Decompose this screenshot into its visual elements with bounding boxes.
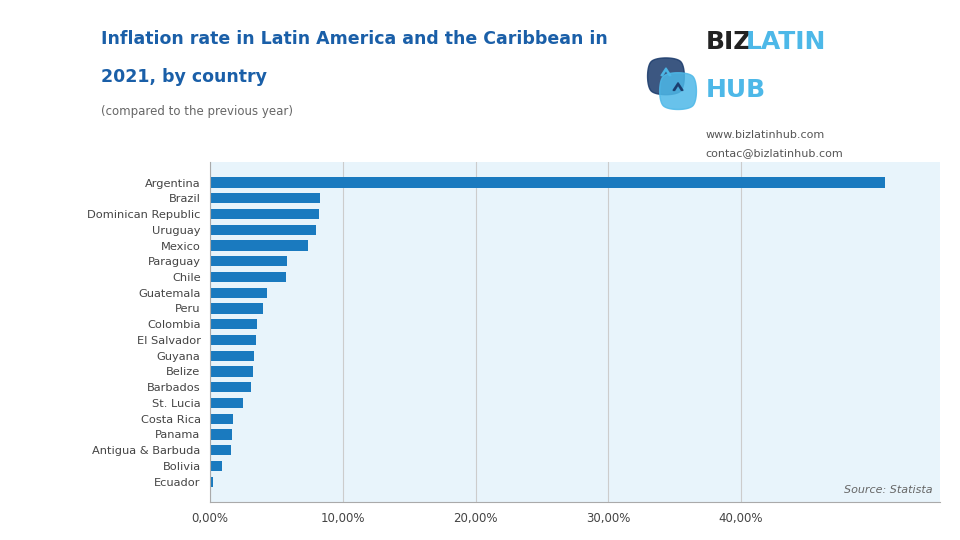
Polygon shape <box>660 73 696 110</box>
Bar <box>210 303 263 314</box>
Bar <box>210 178 885 188</box>
Bar <box>210 382 252 392</box>
Bar <box>210 240 308 251</box>
Polygon shape <box>673 83 684 90</box>
Text: Source: Statista: Source: Statista <box>844 485 932 495</box>
Bar <box>210 209 319 219</box>
Text: (compared to the previous year): (compared to the previous year) <box>101 105 293 118</box>
Text: contac@bizlatinhub.com: contac@bizlatinhub.com <box>706 148 843 159</box>
Bar <box>210 414 233 424</box>
Bar <box>210 193 321 204</box>
Bar <box>210 398 243 408</box>
Text: LATIN: LATIN <box>746 30 827 53</box>
Bar <box>210 256 287 266</box>
Bar <box>210 476 212 487</box>
Bar <box>210 335 256 345</box>
Bar <box>210 288 267 298</box>
Text: Inflation rate in Latin America and the Caribbean in: Inflation rate in Latin America and the … <box>101 30 608 48</box>
Polygon shape <box>648 58 684 94</box>
Text: 2021, by country: 2021, by country <box>101 68 267 85</box>
Bar <box>210 319 256 329</box>
Text: www.bizlatinhub.com: www.bizlatinhub.com <box>706 130 825 140</box>
Bar <box>210 366 252 376</box>
Bar <box>210 429 232 440</box>
Bar <box>210 445 231 455</box>
Polygon shape <box>660 68 671 76</box>
Bar <box>210 350 253 361</box>
Text: HUB: HUB <box>706 78 766 102</box>
Bar <box>210 225 316 235</box>
Bar <box>210 461 222 471</box>
Text: BIZ: BIZ <box>706 30 752 53</box>
Bar <box>210 272 285 282</box>
